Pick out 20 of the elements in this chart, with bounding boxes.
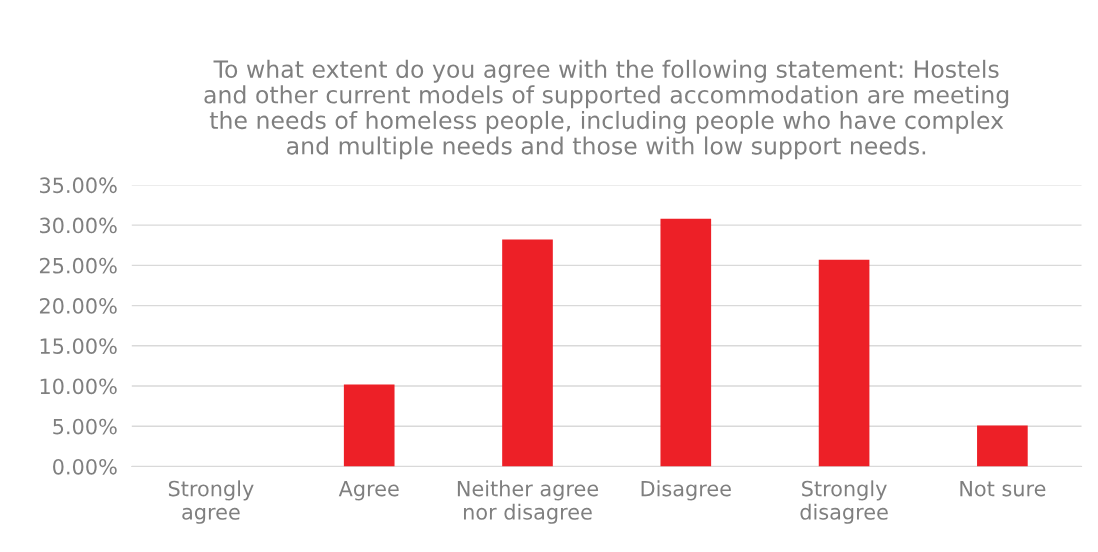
bar xyxy=(502,239,553,467)
x-tick-label: Not sure xyxy=(960,480,1046,497)
y-tick-label: 10.00% xyxy=(40,378,117,395)
y-tick-label: 5.00% xyxy=(53,418,117,435)
x-tick-label: Agree xyxy=(338,480,399,501)
x-tick-label: Disagree xyxy=(641,480,731,501)
x-tick-label: Strongly agree xyxy=(168,480,254,524)
bar xyxy=(343,384,395,467)
y-tick-label: 15.00% xyxy=(40,338,117,354)
y-tick-label: 25.00% xyxy=(39,257,117,274)
x-tick-label: Neither agree nor disagree xyxy=(457,480,599,524)
bar xyxy=(977,425,1028,467)
y-tick-label: 0.00% xyxy=(53,458,117,475)
x-tick-label: Strongly disagree xyxy=(800,480,888,524)
bar xyxy=(660,218,712,467)
bar xyxy=(818,259,870,467)
y-tick-label: 35.00% xyxy=(40,177,117,194)
chart-title: To what extent do you agree with the following statement: Hostels and other current models of supported accommodation are meeting the needs of homeless people, including people who have complex and multiple needs and those with low support needs. xyxy=(204,59,1009,160)
y-tick-label: 20.00% xyxy=(39,298,117,314)
y-tick-label: 30.00% xyxy=(40,217,117,234)
